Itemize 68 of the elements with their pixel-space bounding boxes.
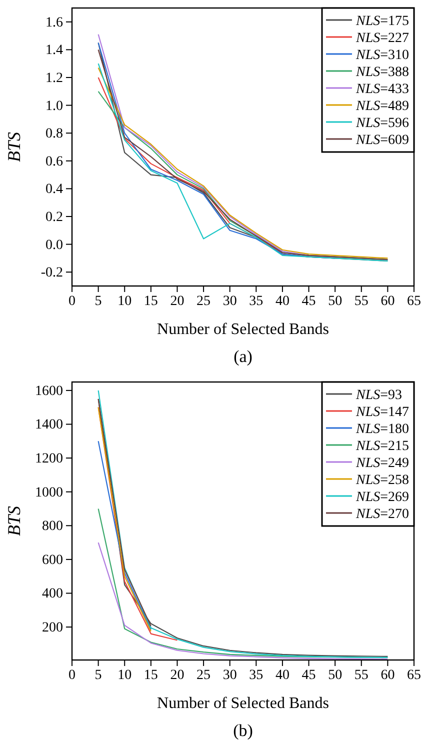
y-tick-label: -0.2 [40,266,63,281]
x-tick-label: 40 [275,294,290,309]
x-tick-label: 15 [144,294,158,309]
y-tick-label: 1400 [35,418,63,433]
x-tick-label: 35 [249,294,264,309]
y-tick-label: 1.0 [46,98,63,114]
x-tick-label: 60 [380,294,395,309]
x-tick-label: 45 [302,668,316,683]
y-tick-label: 1000 [35,485,63,500]
legend-label: NLS=310 [355,48,410,63]
y-tick-label: 800 [42,519,63,534]
legend-label: NLS=388 [355,65,410,80]
y-axis-title: BTS [4,506,24,536]
legend-label: NLS=147 [355,405,410,420]
legend-label: NLS=93 [355,388,402,403]
text: (b) [233,721,253,740]
legend-label: NLS=596 [355,116,410,131]
x-tick-label: 60 [380,668,395,683]
y-tick-label: 0.8 [46,126,63,142]
y-tick-label: 1.2 [46,70,63,86]
x-tick-label: 15 [144,668,158,683]
y-tick-label: 0.4 [46,182,63,198]
x-tick-label: 5 [94,294,102,309]
x-tick-label: 25 [196,294,211,309]
x-tick-label: 0 [68,294,76,309]
legend-label: NLS=180 [355,422,410,437]
y-tick-label: 400 [42,586,63,602]
y-tick-label: 0.6 [46,154,63,170]
legend-label: NLS=227 [355,31,410,46]
y-axis-title: BTS [4,132,24,162]
x-tick-label: 55 [354,294,368,309]
x-tick-label: 25 [196,668,211,683]
x-tick-label: 55 [354,668,368,683]
x-tick-label: 10 [118,294,132,309]
legend-label: NLS=433 [355,82,410,97]
x-tick-label: 20 [170,668,184,683]
y-tick-label: 1600 [35,384,63,399]
x-tick-label: 50 [328,294,342,309]
y-tick-label: 0.2 [46,210,63,225]
x-tick-label: 45 [302,294,316,309]
y-tick-label: 600 [42,552,63,568]
y-tick-label: 200 [42,620,63,636]
x-tick-label: 65 [407,294,421,309]
x-tick-label: 5 [94,668,102,683]
x-tick-label: 10 [118,668,132,683]
legend-label: NLS=215 [355,439,410,454]
legend-label: NLS=270 [355,507,410,522]
legend-label: NLS=269 [355,490,410,505]
x-axis-title: Number of Selected Bands [157,695,329,712]
x-tick-label: 40 [275,668,290,683]
x-tick-label: 50 [328,668,342,683]
x-tick-label: 20 [170,294,184,309]
x-tick-label: 65 [407,668,421,683]
x-tick-label: 30 [222,668,237,683]
x-tick-label: 0 [68,668,76,683]
legend-label: NLS=249 [355,456,410,471]
legend-label: NLS=609 [355,133,410,148]
x-tick-label: 35 [249,668,264,683]
legend-label: NLS=489 [355,99,410,114]
x-axis-title: Number of Selected Bands [157,321,329,338]
y-tick-label: 0.0 [46,238,63,253]
legend-label: NLS=258 [355,473,410,488]
y-tick-label: 1.4 [46,43,63,58]
x-tick-label: 30 [222,294,237,309]
y-tick-label: 1200 [35,452,63,467]
legend-label: NLS=175 [355,14,410,29]
y-tick-label: 1.6 [46,15,63,30]
text: (a) [234,347,252,366]
